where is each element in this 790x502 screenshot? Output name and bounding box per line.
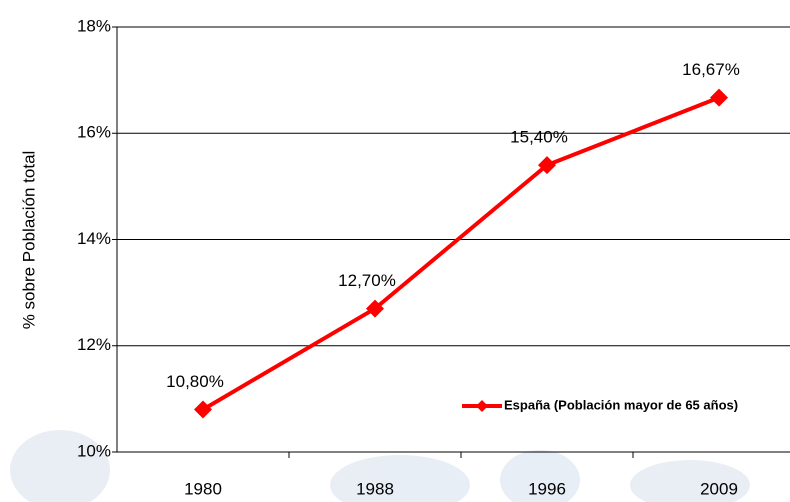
point [366,299,384,318]
line [201,95,720,412]
y-tick-label: 18% [77,16,111,35]
y-axis-label: % sobre Población total [19,151,38,330]
y-tick-label: 14% [77,229,111,248]
data-label: 15,40% [510,128,568,147]
y-tick-label: 16% [77,123,111,142]
x-tick-label: 1996 [528,479,566,498]
data-label: 16,67% [682,60,740,79]
legend-label: España (Población mayor de 65 años) [504,397,738,412]
x-tick-label: 1980 [184,479,222,498]
background-figures [10,430,750,502]
point [194,400,212,419]
data-label: 12,70% [338,271,396,290]
y-tick-label: 10% [77,441,111,460]
legend-marker [476,400,488,412]
data-label: 10,80% [166,372,224,391]
x-tick-label: 1988 [356,479,394,498]
y-tick-label: 12% [77,335,111,354]
point [710,88,728,107]
x-tick-label: 2009 [700,479,738,498]
point [538,156,556,175]
